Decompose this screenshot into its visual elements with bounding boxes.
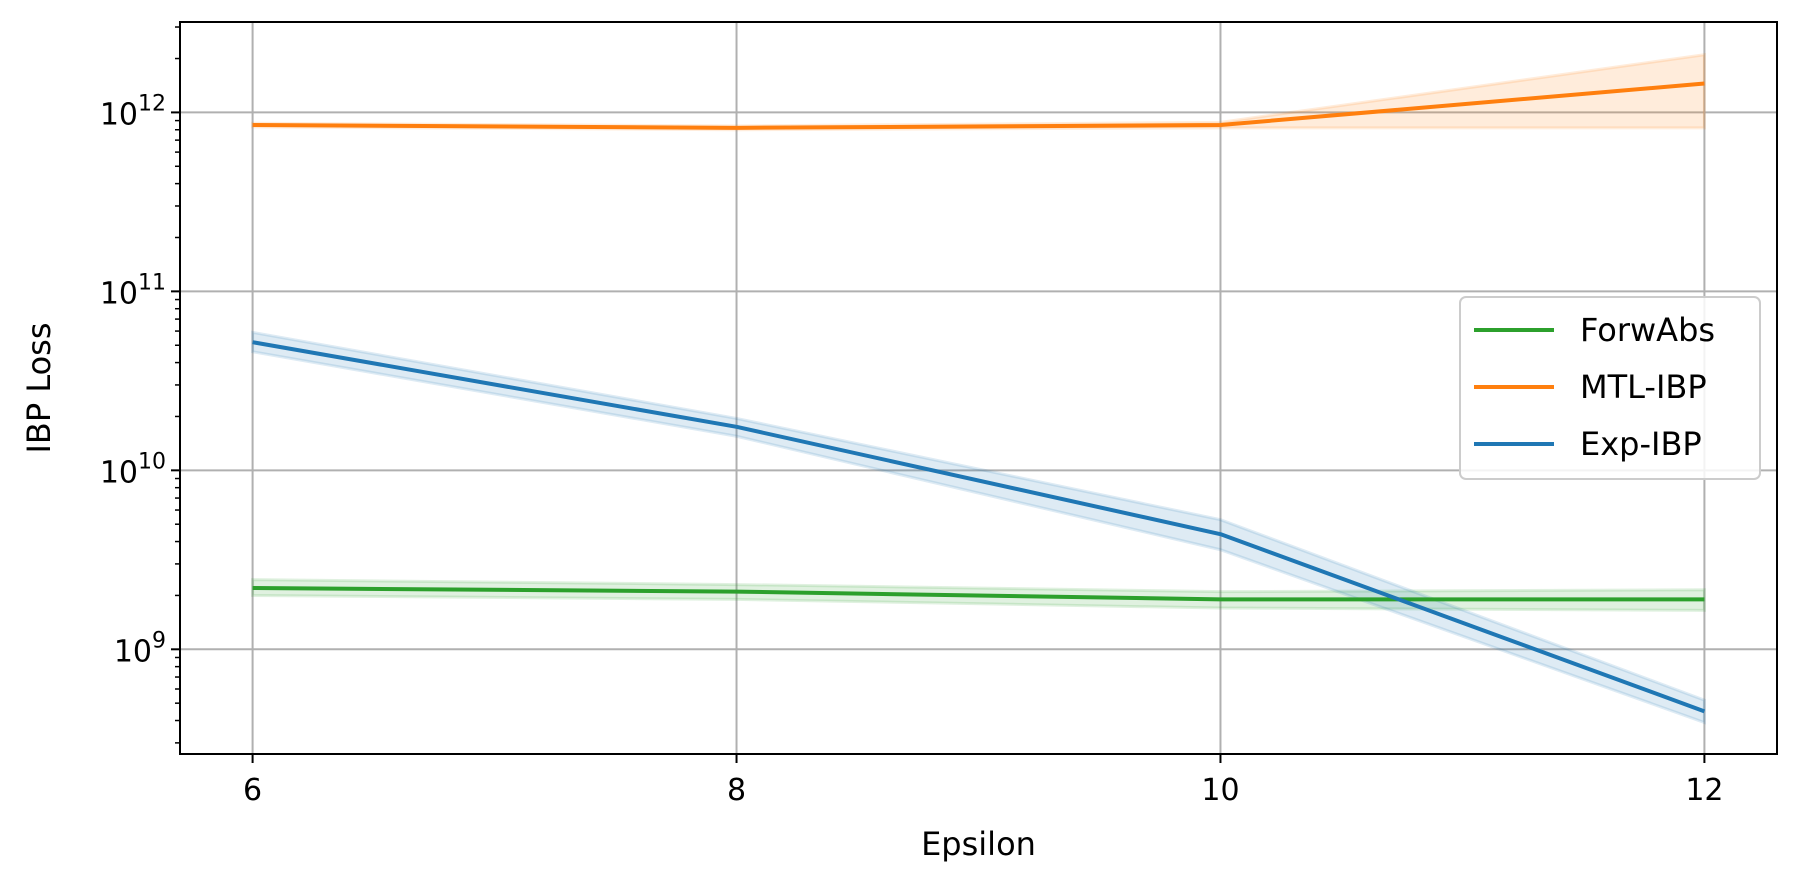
- grid: [180, 22, 1777, 754]
- legend-label: Exp-IBP: [1580, 425, 1702, 463]
- confidence-band-mtl-ibp: [251, 53, 1706, 132]
- legend-label: MTL-IBP: [1580, 368, 1707, 406]
- legend-label: ForwAbs: [1580, 311, 1715, 349]
- legend: ForwAbs MTL-IBP Exp-IBP: [1459, 296, 1761, 480]
- x-tick-label: 12: [1685, 773, 1723, 808]
- series-line-forwabs: [252, 586, 1705, 602]
- y-tick-label: 109: [114, 628, 166, 669]
- y-tick-label: 1012: [100, 91, 166, 132]
- series-line-mtl-ibp: [252, 81, 1705, 130]
- x-axis-label: Epsilon: [921, 825, 1036, 863]
- legend-box: [1459, 296, 1761, 480]
- y-axis-label: IBP Loss: [20, 322, 58, 453]
- y-tick-label: 1011: [100, 270, 166, 311]
- x-tick-label: 6: [243, 773, 262, 808]
- plot-frame: [179, 21, 1778, 755]
- y-tick-label: 1010: [100, 449, 166, 490]
- x-tick-label: 10: [1201, 773, 1239, 808]
- x-tick-label: 8: [727, 773, 746, 808]
- series-lines: [252, 81, 1706, 714]
- confidence-band-exp-ibp: [251, 330, 1706, 725]
- series-line-exp-ibp: [252, 340, 1706, 714]
